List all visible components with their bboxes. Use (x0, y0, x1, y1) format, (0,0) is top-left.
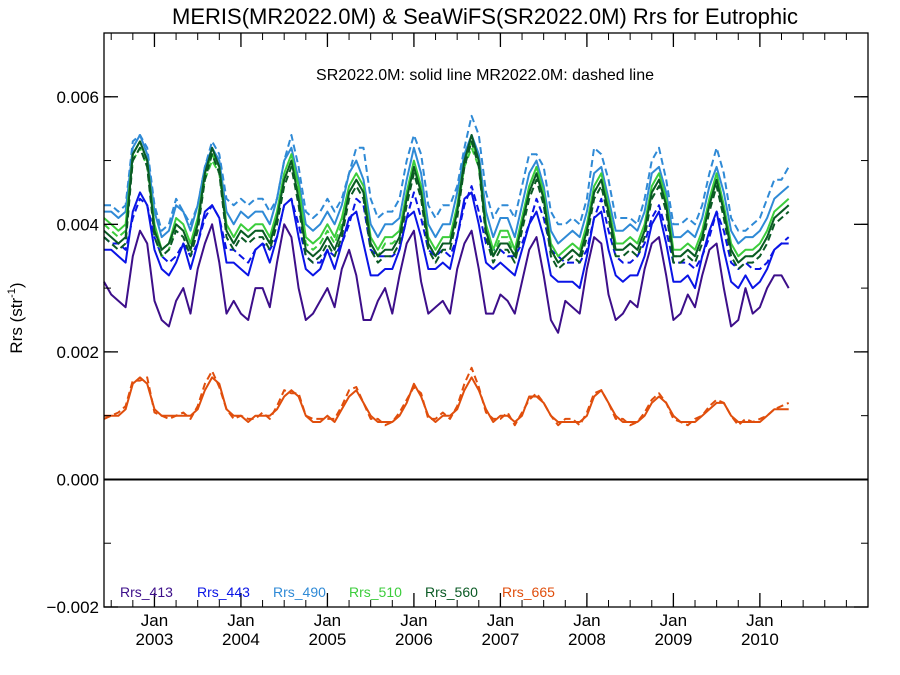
x-tick-label-month: Jan (141, 611, 168, 630)
legend: Rrs_413 Rrs_443 Rrs_490 Rrs_510 Rrs_560 Rrs_6… (120, 584, 555, 600)
legend-item-rrs-665: Rrs_665 (502, 584, 555, 600)
y-tick-label: 0.002 (56, 343, 99, 362)
x-tick-label-month: Jan (746, 611, 773, 630)
y-tick-label: 0.000 (56, 470, 99, 489)
x-tick-label-year: 2010 (741, 630, 779, 649)
x-tick-label-year: 2005 (309, 630, 347, 649)
x-tick-label-year: 2007 (482, 630, 520, 649)
series-line-rrs-490-dashed (104, 114, 790, 232)
legend-item-rrs-510: Rrs_510 (349, 584, 402, 600)
x-tick-label-year: 2004 (222, 630, 260, 649)
series-line-rrs-665-solid (104, 376, 789, 423)
x-tick-label-month: Jan (487, 611, 514, 630)
chart-title: MERIS(MR2022.0M) & SeaWiFS(SR2022.0M) Rr… (172, 4, 798, 29)
series-line-rrs-665-dashed (103, 366, 790, 427)
x-tick-label-year: 2006 (395, 630, 433, 649)
x-tick-label-month: Jan (660, 611, 687, 630)
series-line-rrs-443-dashed (103, 185, 790, 270)
legend-item-rrs-413: Rrs_413 (120, 584, 173, 600)
y-tick-label: 0.006 (56, 88, 99, 107)
series-line-rrs-413-solid (103, 223, 790, 334)
plot-frame (103, 32, 869, 608)
x-tick-label-year: 2003 (136, 630, 174, 649)
x-tick-label-month: Jan (400, 611, 427, 630)
line-style-annotation: SR2022.0M: solid line MR2022.0M: dashed … (316, 67, 654, 84)
series-line-rrs-560-solid (103, 134, 790, 264)
series-lines (103, 114, 790, 427)
x-tick-label-year: 2008 (568, 630, 606, 649)
series-line-rrs-560-dashed (103, 140, 790, 270)
series-line-rrs-490-solid (104, 134, 790, 245)
y-axis-label: Rrs (str-1) (6, 282, 26, 353)
x-tick-label-month: Jan (227, 611, 254, 630)
legend-item-rrs-443: Rrs_443 (197, 584, 250, 600)
legend-item-rrs-490: Rrs_490 (273, 584, 326, 600)
legend-item-rrs-560: Rrs_560 (425, 584, 478, 600)
axes: −0.0020.0000.0020.0040.006Jan2003Jan2004… (47, 32, 869, 649)
x-tick-label-month: Jan (573, 611, 600, 630)
x-tick-label-year: 2009 (654, 630, 692, 649)
x-tick-label-month: Jan (314, 611, 341, 630)
y-tick-label: −0.002 (47, 598, 99, 617)
y-axis-label-superscript: -1 (6, 288, 18, 298)
y-tick-label: 0.004 (56, 215, 99, 234)
